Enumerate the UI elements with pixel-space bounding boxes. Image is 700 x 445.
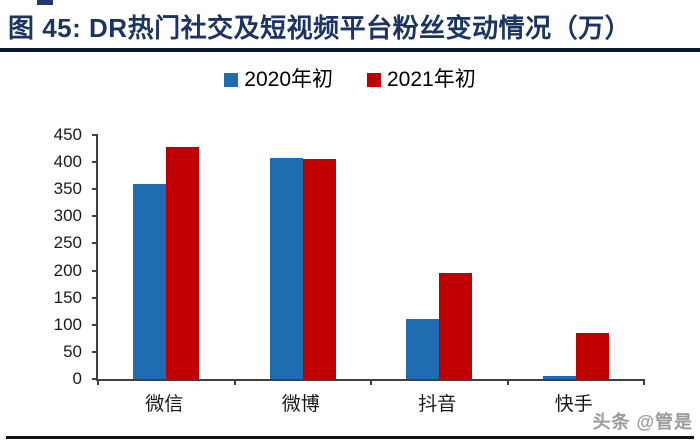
- y-axis-tick: [92, 296, 98, 299]
- x-axis-tick: [370, 379, 372, 385]
- chart-legend: 2020年初 2021年初: [0, 68, 700, 92]
- bar-2021年初-快手: [575, 332, 609, 379]
- y-axis-label-50: 50: [63, 341, 82, 361]
- bar-2020年初-微博: [269, 157, 303, 379]
- y-axis-labels: 0 50 100 150 200 250 300 350 400 450: [20, 125, 82, 388]
- legend-swatch-red-icon: [367, 73, 381, 87]
- x-axis-label-微信: 微信: [145, 394, 184, 415]
- y-axis-label-100: 100: [53, 314, 82, 334]
- y-axis-tick: [92, 242, 98, 245]
- bar-2021年初-微博: [302, 159, 336, 379]
- bar-group-抖音: [371, 135, 508, 379]
- bar-group-微信: [98, 135, 235, 379]
- bar-group-微博: [235, 135, 372, 379]
- plot-area: [92, 134, 645, 385]
- y-axis-label-200: 200: [53, 260, 82, 280]
- clipped-text-artifact: [37, 0, 53, 5]
- legend-item-2021: 2021年初: [367, 68, 476, 92]
- bar-2021年初-微信: [166, 146, 200, 379]
- x-axis-tick: [506, 379, 509, 385]
- bar-2020年初-快手: [542, 376, 576, 379]
- x-axis-label-微博: 微博: [281, 394, 320, 415]
- y-axis-tick: [92, 350, 98, 353]
- legend-item-2020: 2020年初: [224, 68, 333, 92]
- y-axis-label-400: 400: [53, 152, 82, 172]
- bar-2020年初-抖音: [406, 319, 440, 379]
- bar-2021年初-抖音: [439, 273, 473, 379]
- figure-title: 图 45: DR热门社交及短视频平台粉丝变动情况（万）: [8, 13, 632, 43]
- y-axis-label-250: 250: [53, 233, 82, 253]
- x-axis-tick: [97, 379, 99, 385]
- bar-2020年初-微信: [133, 183, 167, 379]
- y-axis-label-150: 150: [53, 287, 82, 307]
- x-axis-label-快手: 快手: [554, 394, 593, 415]
- legend-label-2020: 2020年初: [244, 68, 333, 91]
- title-divider-rule: [0, 48, 700, 52]
- x-axis-labels: 微信 微博 抖音 快手: [96, 389, 642, 416]
- y-axis-tick: [92, 161, 98, 164]
- y-axis-label-0: 0: [72, 369, 82, 388]
- x-axis-tick: [233, 379, 236, 385]
- y-axis-tick: [92, 215, 98, 218]
- bar-group-快手: [508, 135, 645, 379]
- legend-label-2021: 2021年初: [387, 68, 476, 91]
- y-axis-tick: [92, 269, 98, 272]
- bottom-divider-rule: [6, 436, 694, 439]
- y-axis-label-450: 450: [53, 125, 82, 144]
- watermark: 头条 @管是: [592, 412, 693, 432]
- y-axis-tick: [92, 378, 98, 380]
- x-axis-label-抖音: 抖音: [418, 394, 457, 415]
- y-axis-tick: [92, 188, 98, 191]
- y-axis-tick: [92, 323, 98, 326]
- y-axis-tick: [92, 134, 98, 136]
- x-axis-tick: [643, 379, 645, 385]
- y-axis-label-350: 350: [53, 179, 82, 199]
- legend-swatch-blue-icon: [224, 73, 239, 87]
- y-axis-label-300: 300: [53, 206, 82, 226]
